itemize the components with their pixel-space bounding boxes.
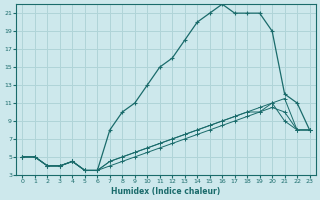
X-axis label: Humidex (Indice chaleur): Humidex (Indice chaleur)	[111, 187, 221, 196]
